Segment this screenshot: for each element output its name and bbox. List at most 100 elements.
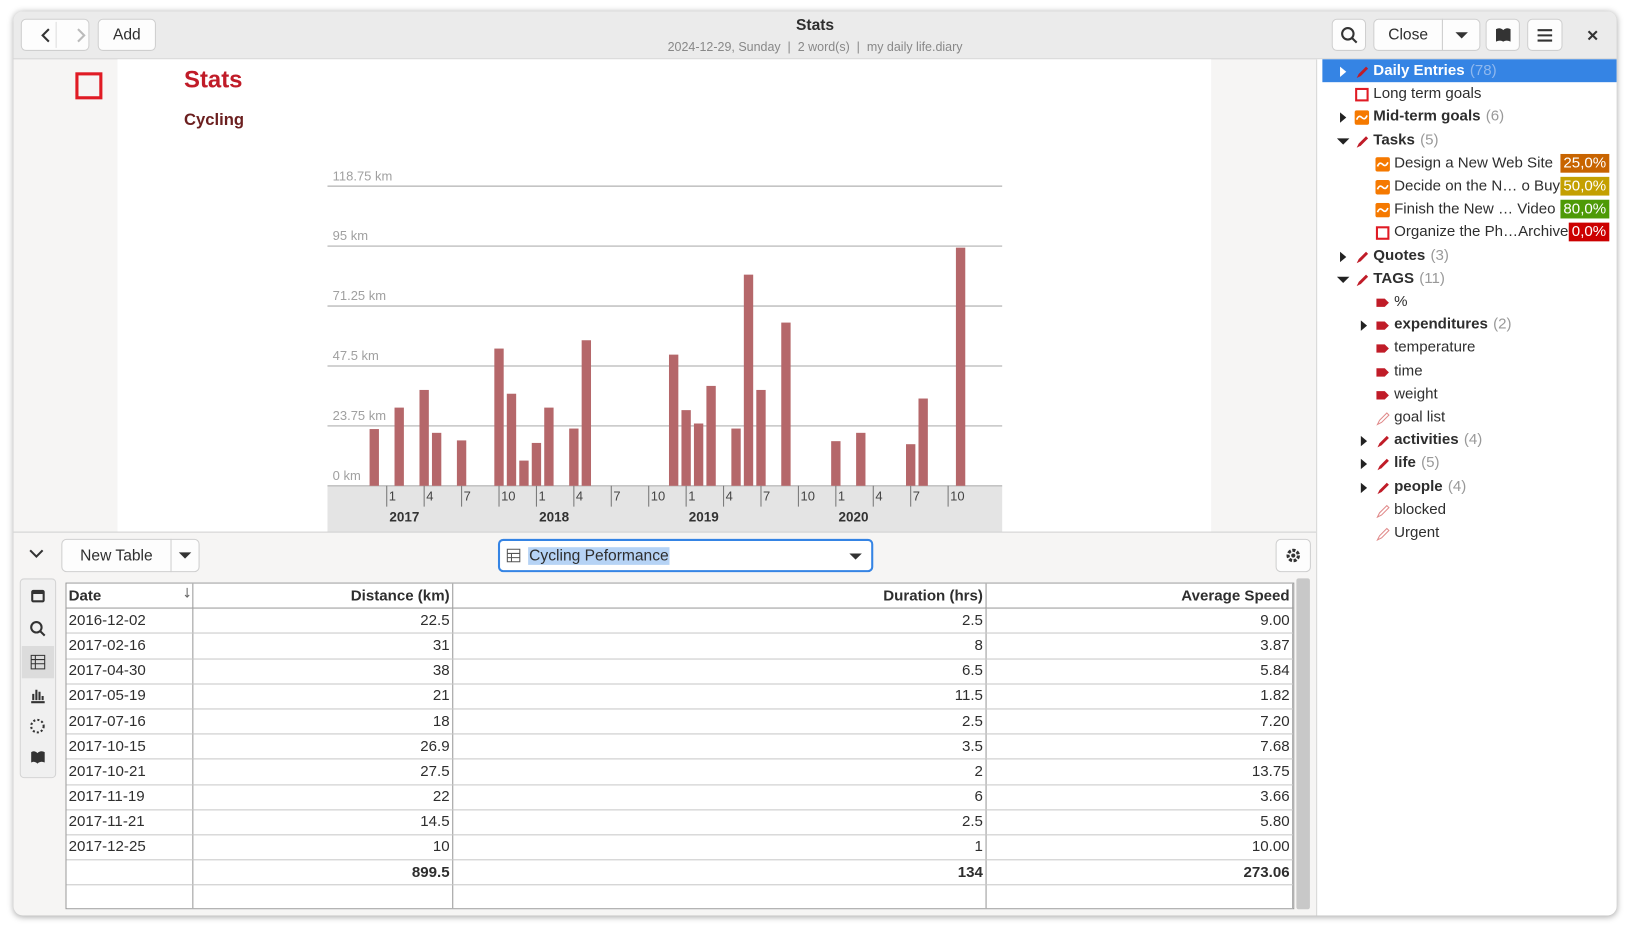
x-tick-label: 1	[539, 489, 546, 504]
chart-view[interactable]	[31, 689, 45, 704]
pen	[1376, 504, 1390, 518]
expander[interactable]	[1357, 456, 1372, 471]
tree-row[interactable]: Long term goals	[1322, 82, 1616, 105]
expander[interactable]	[1336, 63, 1351, 78]
handle	[1350, 36, 1357, 43]
item-label: expenditures (2)	[1394, 316, 1512, 334]
x-tick-label: 4	[426, 489, 433, 504]
expander[interactable]	[1336, 248, 1351, 263]
x-tick-label: 7	[613, 489, 620, 504]
triangle	[1340, 112, 1347, 124]
tree-row[interactable]: Quotes (3)	[1322, 244, 1616, 267]
book-view[interactable]	[31, 751, 45, 764]
bar	[955, 247, 966, 486]
search-button[interactable]	[1331, 18, 1367, 51]
expander[interactable]	[1336, 271, 1351, 286]
entry-checkbox[interactable]	[75, 72, 104, 101]
map-view[interactable]	[30, 718, 45, 734]
x-tick-label: 10	[501, 489, 515, 504]
view-switcher	[19, 578, 57, 779]
item-label: time	[1394, 362, 1423, 380]
new-table-button[interactable]: New Table	[61, 538, 172, 573]
expander[interactable]	[1357, 433, 1372, 448]
table-selector[interactable]: Cycling Peformance	[497, 538, 874, 573]
tree-row[interactable]: Tasks (5)	[1322, 129, 1616, 152]
tree-row[interactable]: Design a New Web Site 25,0%	[1322, 152, 1616, 175]
expander[interactable]	[1357, 479, 1372, 494]
settings-button[interactable]	[1275, 538, 1311, 573]
tree-row[interactable]: weight	[1322, 383, 1616, 406]
tree-row[interactable]: Finish the New … Video 80,0%	[1322, 198, 1616, 221]
table-cell: 8	[452, 633, 987, 660]
wave	[1355, 115, 1368, 121]
pen	[1356, 66, 1369, 79]
column-header[interactable]: Average Speed	[985, 583, 1293, 609]
table-cell: 2.5	[452, 608, 987, 634]
close-button[interactable]: Close	[1373, 18, 1443, 51]
pen	[1377, 436, 1389, 448]
item-count: (78)	[1469, 62, 1497, 80]
table-cell: 2016-12-02	[66, 608, 193, 634]
tree-row[interactable]: time	[1322, 360, 1616, 383]
tree-row[interactable]: Organize the Ph…Archive 0,0%	[1322, 221, 1616, 244]
triangle	[178, 552, 192, 559]
add-button[interactable]: Add	[97, 18, 156, 51]
tree-row[interactable]: Decide on the N… o Buy 50,0%	[1322, 175, 1616, 198]
table-cell	[452, 885, 987, 909]
table-icon	[506, 548, 521, 563]
tree-row[interactable]: blocked	[1322, 498, 1616, 521]
new-table-menu[interactable]	[170, 538, 200, 573]
collapse-button[interactable]	[28, 547, 45, 559]
x-tick-label: 4	[875, 489, 882, 504]
search-view[interactable]	[30, 621, 46, 637]
tree-row[interactable]: Mid-term goals (6)	[1322, 105, 1616, 128]
expander[interactable]	[1336, 133, 1351, 148]
x-axis-band	[327, 485, 1003, 533]
tree-row[interactable]: goal list	[1322, 406, 1616, 429]
triangle	[849, 553, 862, 560]
table-cell: 7.20	[985, 708, 1293, 735]
tree-row[interactable]: Daily Entries (78)	[1322, 59, 1617, 83]
bar	[456, 440, 467, 486]
table-cell: 6.5	[452, 658, 987, 685]
expander[interactable]	[1336, 110, 1351, 125]
tree-row[interactable]: TAGS (11)	[1322, 267, 1616, 290]
table-cell	[985, 885, 1293, 909]
scrollbar[interactable]	[1296, 578, 1310, 910]
app-window: Add Stats 2024-12-29, Sunday | 2 word(s)…	[13, 11, 1617, 916]
tag	[1376, 321, 1389, 330]
item-label: temperature	[1394, 339, 1476, 357]
calendar-view[interactable]	[31, 589, 45, 603]
y-tick-label: 95 km	[333, 228, 368, 243]
expander[interactable]	[1357, 317, 1372, 332]
close-window[interactable]	[1585, 28, 1600, 43]
expander-icon	[1336, 276, 1350, 283]
close-menu-button[interactable]	[1441, 18, 1481, 51]
table-cell	[66, 859, 193, 886]
menu-button[interactable]	[1527, 18, 1563, 51]
x-tick-label: 7	[763, 489, 770, 504]
tree-row[interactable]: temperature	[1322, 336, 1616, 359]
checkbox-box	[75, 72, 103, 100]
column-header[interactable]: Distance (km)	[192, 583, 453, 609]
table-view[interactable]	[30, 654, 46, 670]
entry-title: Stats	[184, 65, 243, 93]
expander-icon	[1360, 459, 1368, 470]
bar	[756, 389, 766, 486]
column-header[interactable]: Date	[66, 583, 193, 609]
item-icon	[1375, 502, 1390, 518]
tree-row[interactable]: people (4)	[1322, 475, 1616, 498]
tree-row[interactable]: expenditures (2)	[1322, 313, 1616, 336]
tree-row[interactable]: activities (4)	[1322, 429, 1616, 452]
table-row: 2017-10-15 26.9 3.5 7.68	[66, 734, 1293, 760]
tree-row[interactable]: %	[1322, 290, 1616, 313]
back-icon[interactable]	[41, 28, 50, 43]
icon	[1375, 179, 1390, 195]
forward-icon[interactable]	[77, 28, 86, 43]
column-header[interactable]: Duration (hrs)	[452, 583, 987, 609]
tree-row[interactable]: Urgent	[1322, 521, 1616, 544]
bar	[531, 442, 542, 486]
tree-row[interactable]: life (5)	[1322, 452, 1616, 475]
bookmark-button[interactable]	[1485, 18, 1520, 51]
